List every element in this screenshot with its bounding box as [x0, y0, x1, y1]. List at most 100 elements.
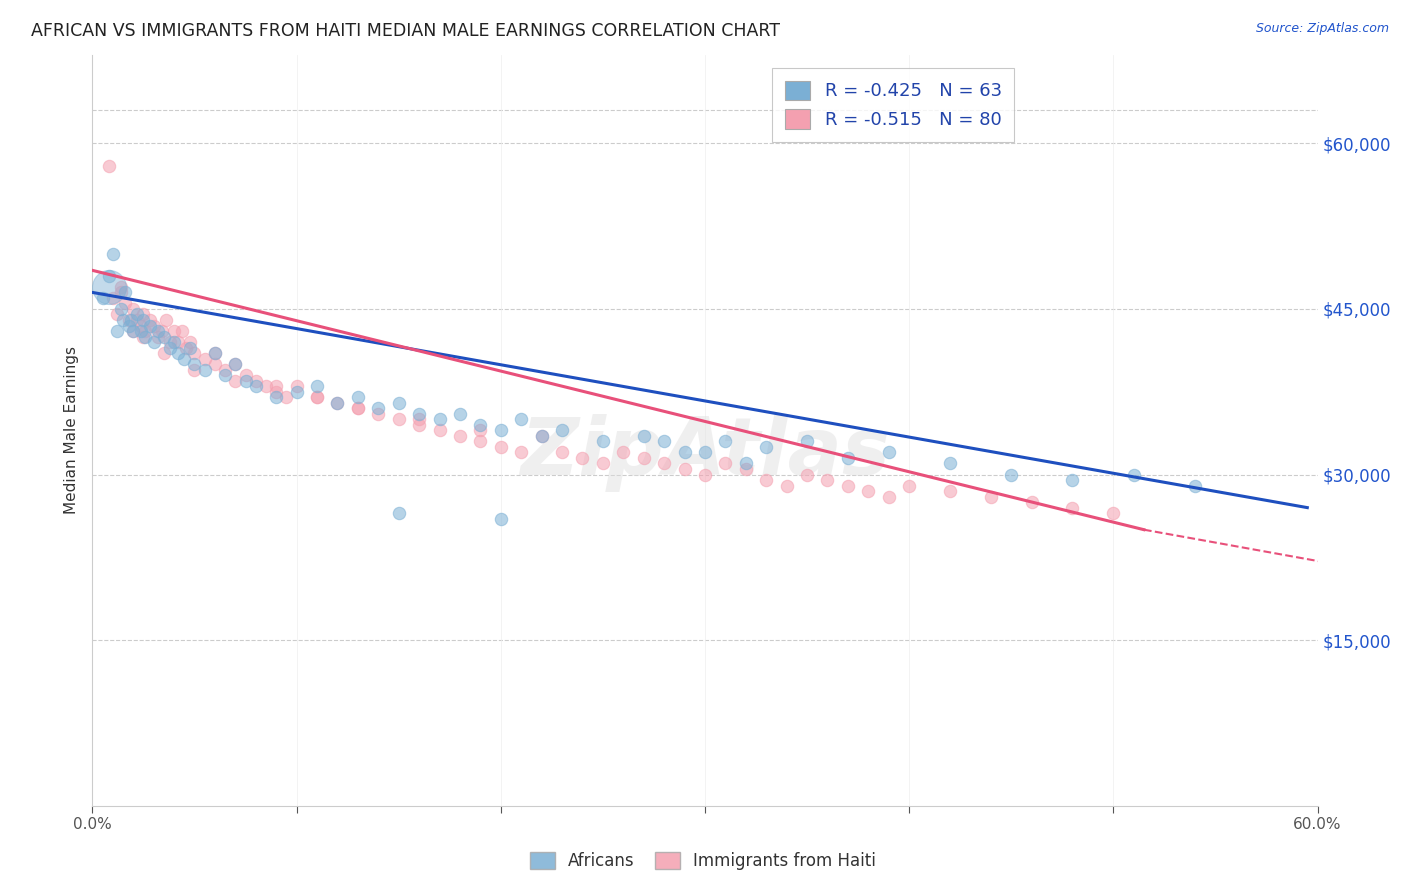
Point	[159, 334, 181, 349]
Point	[898, 478, 921, 492]
Point	[305, 379, 328, 393]
Point	[122, 324, 145, 338]
Point	[120, 313, 142, 327]
Point	[105, 308, 128, 322]
Point	[775, 478, 797, 492]
Point	[489, 440, 512, 454]
Point	[163, 324, 186, 338]
Point	[183, 357, 205, 371]
Point	[224, 357, 246, 371]
Point	[470, 423, 492, 437]
Point	[127, 308, 149, 322]
Point	[134, 324, 156, 338]
Point	[112, 313, 135, 327]
Point	[1184, 478, 1206, 492]
Point	[470, 434, 492, 449]
Point	[167, 334, 190, 349]
Point	[153, 329, 176, 343]
Point	[276, 390, 298, 404]
Point	[652, 434, 675, 449]
Point	[388, 506, 411, 520]
Point	[347, 401, 370, 416]
Point	[204, 346, 226, 360]
Point	[204, 346, 226, 360]
Point	[118, 313, 141, 327]
Point	[980, 490, 1002, 504]
Point	[305, 390, 328, 404]
Point	[652, 457, 675, 471]
Point	[97, 280, 120, 294]
Point	[1062, 500, 1084, 515]
Point	[245, 374, 267, 388]
Point	[105, 324, 128, 338]
Point	[877, 445, 900, 459]
Point	[489, 423, 512, 437]
Point	[138, 318, 160, 333]
Point	[796, 467, 818, 482]
Point	[633, 429, 655, 443]
Text: Source: ZipAtlas.com: Source: ZipAtlas.com	[1256, 22, 1389, 36]
Point	[204, 357, 226, 371]
Point	[163, 334, 186, 349]
Legend: Africans, Immigrants from Haiti: Africans, Immigrants from Haiti	[523, 845, 883, 877]
Point	[305, 390, 328, 404]
Point	[254, 379, 277, 393]
Point	[510, 412, 533, 426]
Point	[673, 445, 696, 459]
Point	[326, 396, 349, 410]
Point	[510, 445, 533, 459]
Point	[734, 457, 756, 471]
Point	[91, 291, 114, 305]
Point	[110, 280, 132, 294]
Point	[1102, 506, 1125, 520]
Point	[470, 417, 492, 432]
Point	[97, 159, 120, 173]
Point	[264, 379, 287, 393]
Point	[142, 318, 165, 333]
Y-axis label: Median Male Earnings: Median Male Earnings	[65, 346, 79, 515]
Point	[179, 341, 201, 355]
Point	[159, 341, 181, 355]
Point	[138, 313, 160, 327]
Point	[235, 368, 257, 383]
Point	[131, 318, 153, 333]
Point	[551, 423, 574, 437]
Point	[551, 445, 574, 459]
Point	[1062, 473, 1084, 487]
Point	[837, 478, 859, 492]
Point	[408, 412, 430, 426]
Point	[449, 407, 471, 421]
Point	[224, 374, 246, 388]
Point	[235, 374, 257, 388]
Point	[245, 379, 267, 393]
Point	[176, 341, 198, 355]
Point	[172, 324, 194, 338]
Point	[146, 324, 169, 338]
Point	[142, 334, 165, 349]
Point	[183, 362, 205, 376]
Point	[114, 285, 136, 300]
Point	[530, 429, 553, 443]
Point	[214, 362, 236, 376]
Point	[1122, 467, 1144, 482]
Text: ZipAtlas: ZipAtlas	[520, 414, 890, 491]
Point	[571, 450, 593, 465]
Point	[285, 379, 308, 393]
Point	[858, 484, 880, 499]
Point	[101, 247, 124, 261]
Point	[673, 462, 696, 476]
Point	[194, 362, 217, 376]
Point	[183, 346, 205, 360]
Point	[633, 450, 655, 465]
Point	[837, 450, 859, 465]
Point	[150, 324, 173, 338]
Point	[132, 329, 155, 343]
Point	[489, 511, 512, 525]
Point	[877, 490, 900, 504]
Point	[408, 417, 430, 432]
Point	[118, 318, 141, 333]
Text: AFRICAN VS IMMIGRANTS FROM HAITI MEDIAN MALE EARNINGS CORRELATION CHART: AFRICAN VS IMMIGRANTS FROM HAITI MEDIAN …	[31, 22, 780, 40]
Point	[131, 324, 153, 338]
Point	[214, 368, 236, 383]
Point	[167, 346, 190, 360]
